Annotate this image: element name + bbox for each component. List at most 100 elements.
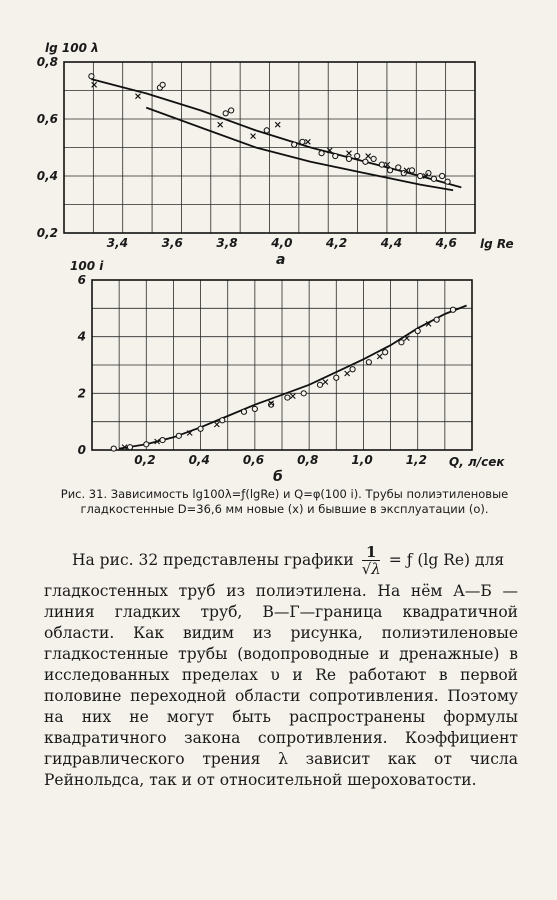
x-tick-label: 4,2: [325, 236, 347, 250]
y-tick-label: 0,8: [37, 55, 58, 69]
cross-stroke: [289, 393, 296, 400]
data-point-cross: [425, 321, 432, 327]
data-point-circle: [386, 167, 394, 174]
cross-stroke: [403, 335, 410, 341]
cross-stroke: [365, 153, 372, 159]
x-tick-label: 4,4: [380, 236, 402, 250]
x-axis-label-a: lg Re: [480, 237, 514, 251]
data-point-circle: [395, 164, 402, 171]
data-point-circle: [240, 408, 248, 415]
data-point-circle: [365, 359, 372, 366]
data-point-circle: [398, 339, 405, 346]
cross-stroke: [422, 173, 429, 179]
cross-stroke: [403, 167, 410, 174]
data-point-circle: [417, 172, 424, 180]
data-point-circle: [349, 366, 356, 373]
cross-stroke: [186, 430, 193, 436]
data-point-circle: [378, 161, 385, 168]
caption-text: Зависимость lg100λ=ƒ(lgRe) и Q=φ(100 i).…: [80, 487, 509, 516]
data-point-circle: [143, 441, 150, 448]
data-point-cross: [376, 353, 383, 360]
y-tick-label: 0,2: [37, 226, 58, 240]
data-point-circle: [345, 155, 353, 162]
data-point-cross: [304, 138, 311, 145]
cross-stroke: [154, 438, 161, 445]
formula-tail: = ƒ (lg Re) для: [388, 551, 505, 569]
data-point-cross: [403, 167, 410, 174]
data-point-cross: [422, 173, 429, 179]
cross-stroke: [135, 93, 141, 100]
fraction-denominator: √λ: [361, 560, 381, 578]
y-tick-label: 0,6: [37, 112, 58, 126]
data-point-cross: [322, 379, 329, 385]
data-point-circle: [439, 172, 446, 180]
body-text: На рис. 32 представлены графики 1 √λ = ƒ…: [44, 544, 518, 791]
data-point-circle: [197, 425, 204, 432]
data-point-cross: [154, 438, 161, 445]
data-point-circle: [449, 306, 457, 313]
data-point-circle: [332, 152, 339, 160]
intro-text: На рис. 32 представлены графики: [72, 551, 354, 569]
formula-line: На рис. 32 представлены графики 1 √λ = ƒ…: [44, 544, 518, 577]
data-point-cross: [274, 121, 281, 128]
data-point-circle: [284, 394, 291, 401]
data-point-cross: [213, 421, 220, 428]
data-point-circle: [159, 436, 166, 444]
cross-stroke: [217, 121, 224, 128]
data-point-cross: [403, 335, 410, 341]
series-line: [118, 304, 467, 450]
x-tick-label: 1,2: [406, 453, 427, 467]
cross-stroke: [91, 81, 98, 88]
data-point-cross: [135, 93, 141, 100]
data-point-circle: [228, 107, 235, 114]
x-tick-label: 0,6: [243, 453, 264, 467]
cross-stroke: [346, 150, 352, 157]
data-point-circle: [159, 81, 166, 88]
x-tick-label: 3,8: [216, 236, 237, 250]
data-point-circle: [126, 444, 134, 451]
x-tick-label: 3,6: [162, 236, 183, 250]
caption-lead: Рис. 31.: [60, 487, 108, 501]
data-point-circle: [291, 141, 298, 148]
cross-stroke: [268, 400, 275, 407]
fraction-numerator: 1: [362, 544, 381, 561]
series-line: [145, 106, 454, 192]
data-point-circle: [318, 150, 325, 157]
cross-stroke: [425, 321, 432, 327]
plot-frame: [91, 279, 473, 451]
x-tick-label: 0,4: [189, 453, 210, 467]
y-tick-label: 2: [78, 386, 86, 400]
fraction: 1 √λ: [362, 544, 381, 577]
panel-label-b: б: [273, 469, 283, 485]
x-tick-label: 1,0: [351, 453, 372, 467]
y-tick-label: 0,4: [37, 169, 58, 183]
cross-stroke: [274, 121, 281, 128]
data-point-circle: [300, 390, 307, 397]
plot-frame: [63, 61, 476, 234]
paragraph: гладкостенных труб из полиэтилена. На нё…: [44, 582, 518, 789]
x-tick-label: 0,8: [297, 453, 318, 467]
data-point-circle: [110, 445, 117, 452]
data-point-cross: [289, 393, 296, 400]
data-point-cross: [326, 147, 333, 154]
data-point-circle: [299, 138, 306, 145]
cross-stroke: [326, 147, 333, 154]
data-point-circle: [414, 327, 421, 335]
data-point-cross: [250, 133, 256, 139]
data-point-cross: [91, 81, 98, 88]
data-point-circle: [268, 401, 275, 408]
x-tick-label: 3,4: [107, 236, 128, 250]
figure-caption: Рис. 31. Зависимость lg100λ=ƒ(lgRe) и Q=…: [52, 487, 517, 517]
data-point-cross: [344, 370, 351, 377]
figure-31: lg 100 λ lg Re а 3,4 3,6 3,8 4,0 4,2 4,4 4,6 0,…: [37, 41, 514, 485]
series-line: [91, 78, 462, 189]
x-axis-label-b: Q, л/сек: [449, 455, 505, 469]
data-point-cross: [186, 430, 193, 436]
x-tick-label: 0,2: [134, 453, 155, 467]
data-point-circle: [382, 349, 389, 356]
y-axis-label-b: 100 i: [70, 259, 104, 273]
data-point-circle: [408, 167, 416, 174]
cross-stroke: [344, 370, 351, 377]
cross-stroke: [384, 161, 391, 168]
data-point-cross: [217, 121, 224, 128]
